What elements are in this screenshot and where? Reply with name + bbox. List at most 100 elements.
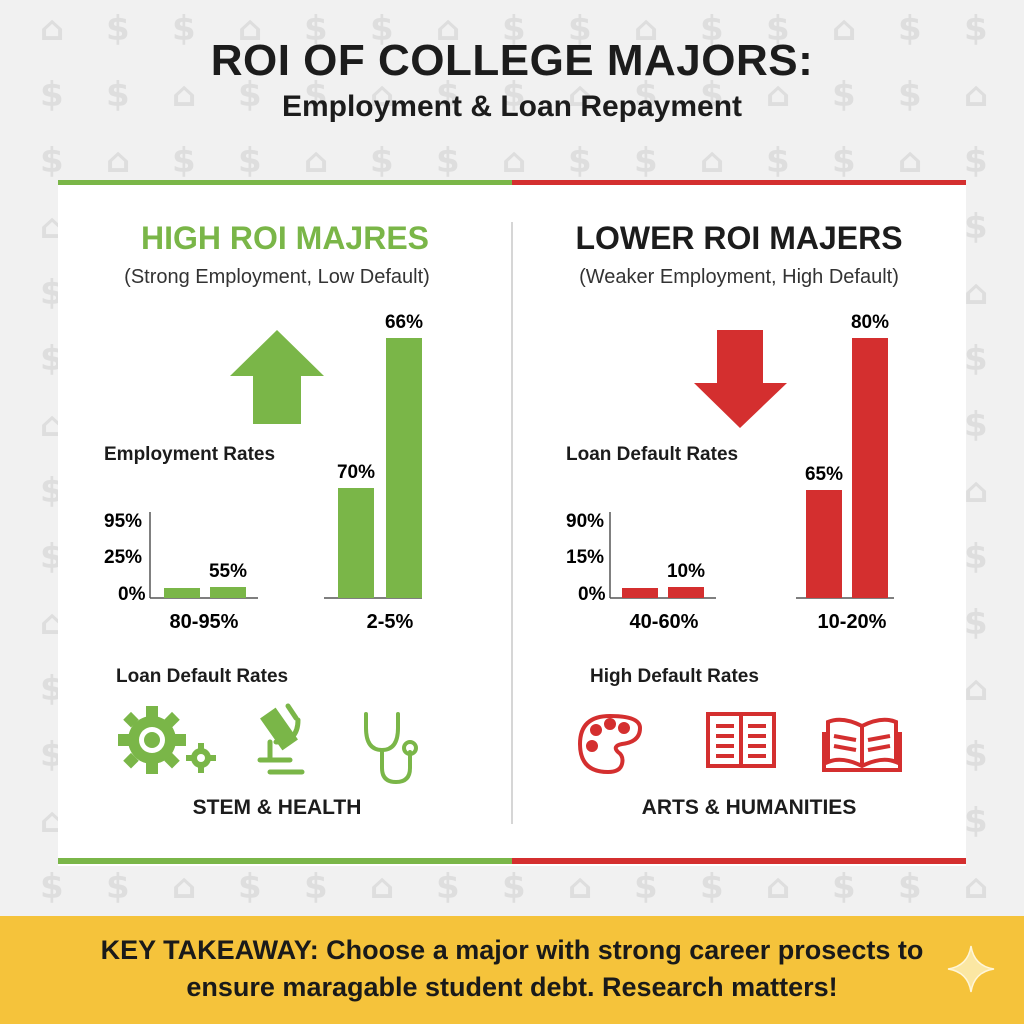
bg-glyph: $ [964,405,988,445]
left-tick-1: 25% [104,547,142,568]
takeaway-line-2: ensure maragable student debt. Research … [186,972,838,1002]
bg-glyph: $ [832,75,856,115]
stem-health-label: STEM & HEALTH [192,796,362,819]
bg-glyph: ⌂ [172,867,196,907]
low-roi-accent-bottom [512,858,966,864]
bg-glyph: ⌂ [964,669,988,709]
bg-glyph: $ [568,9,592,49]
bg-glyph: ⌂ [766,867,790,907]
page-title: ROI OF COLLEGE MAJORS: [210,36,814,85]
bg-glyph: $ [40,273,64,313]
bg-glyph: $ [964,801,988,841]
bg-glyph: $ [40,537,64,577]
bg-glyph: $ [766,9,790,49]
bg-glyph: ⌂ [40,9,64,49]
right-bar-g2-1 [806,490,842,598]
bg-glyph: ⌂ [964,471,988,511]
left-tick-2: 0% [118,584,146,605]
bg-glyph: $ [634,141,658,181]
low-roi-title: LOWER ROI MAJERS [575,220,903,256]
right-bar-label-g2-2: 80% [851,312,889,333]
bg-glyph: ⌂ [568,867,592,907]
panel-divider [511,222,513,824]
left-category-1: 80-95% [170,611,239,633]
bg-glyph: $ [370,141,394,181]
bg-glyph: $ [964,339,988,379]
bg-glyph: ⌂ [172,75,196,115]
low-roi-accent-top [512,180,966,185]
bg-glyph: $ [502,75,526,115]
bg-glyph: ⌂ [502,141,526,181]
right-bar-g2-2 [852,338,888,598]
page-subtitle: Employment & Loan Repayment [281,90,743,123]
high-roi-subtitle: (Strong Employment, Low Default) [124,266,430,288]
left-category-2: 2-5% [367,611,414,633]
bg-glyph: ⌂ [964,273,988,313]
bg-glyph: $ [832,141,856,181]
open-book-icon [706,712,776,768]
bg-glyph: ⌂ [106,141,130,181]
bg-glyph: $ [106,75,130,115]
arts-humanities-label: ARTS & HUMANITIES [641,796,857,819]
right-bar-label-g2-1: 65% [805,464,843,485]
right-chart: 90% 15% 0% 10% 65% 80% 40-60% 10-20% [566,312,894,633]
bg-glyph: ⌂ [700,141,724,181]
takeaway-banner [0,916,1024,1024]
reading-book-icon [822,717,902,772]
right-tick-2: 0% [578,584,606,605]
bg-glyph: $ [700,867,724,907]
bg-glyph: $ [898,867,922,907]
bg-glyph: $ [898,9,922,49]
right-category-2: 10-20% [818,611,887,633]
bg-glyph: $ [238,867,262,907]
bg-glyph: ⌂ [832,9,856,49]
bg-glyph: $ [898,75,922,115]
bg-glyph: $ [964,9,988,49]
bg-glyph: $ [964,603,988,643]
bg-glyph: $ [502,867,526,907]
bg-glyph: $ [40,735,64,775]
bg-glyph: ⌂ [634,9,658,49]
bg-glyph: $ [40,141,64,181]
bg-glyph: $ [40,75,64,115]
arrow-up-icon [230,330,324,424]
bg-glyph: $ [304,75,328,115]
high-roi-title: HIGH ROI MAJRES [140,220,430,256]
bg-glyph: $ [964,537,988,577]
bg-glyph: $ [964,141,988,181]
bg-glyph: $ [634,867,658,907]
bg-glyph: $ [172,9,196,49]
high-roi-accent-bottom [58,858,512,864]
bg-glyph: $ [436,75,460,115]
gears-icon [118,706,216,774]
left-bar-label-g1-2: 55% [209,561,247,582]
bg-glyph: $ [304,9,328,49]
right-loan-default-label: Loan Default Rates [566,444,739,465]
bg-glyph: $ [502,9,526,49]
bg-glyph: $ [172,141,196,181]
bg-glyph: $ [766,141,790,181]
bg-glyph: ⌂ [304,141,328,181]
arrow-down-icon [694,330,787,428]
left-bar-g2-1 [338,488,374,598]
left-bar-g2-2 [386,338,422,598]
bg-glyph: ⌂ [964,75,988,115]
left-bar-label-g2-2: 66% [385,312,423,333]
left-bar-label-g2-1: 70% [337,462,375,483]
right-tick-1: 15% [566,547,604,568]
bg-glyph: $ [634,75,658,115]
bg-glyph: $ [304,867,328,907]
bg-glyph: $ [40,669,64,709]
bg-glyph: ⌂ [436,9,460,49]
stethoscope-icon [364,712,418,785]
left-tick-0: 95% [104,511,142,532]
bg-glyph: ⌂ [370,867,394,907]
bg-glyph: $ [436,141,460,181]
bg-glyph: $ [568,141,592,181]
bg-glyph: $ [238,75,262,115]
bg-glyph: $ [700,75,724,115]
bg-glyph: $ [40,471,64,511]
low-roi-subtitle: (Weaker Employment, High Default) [579,266,899,288]
